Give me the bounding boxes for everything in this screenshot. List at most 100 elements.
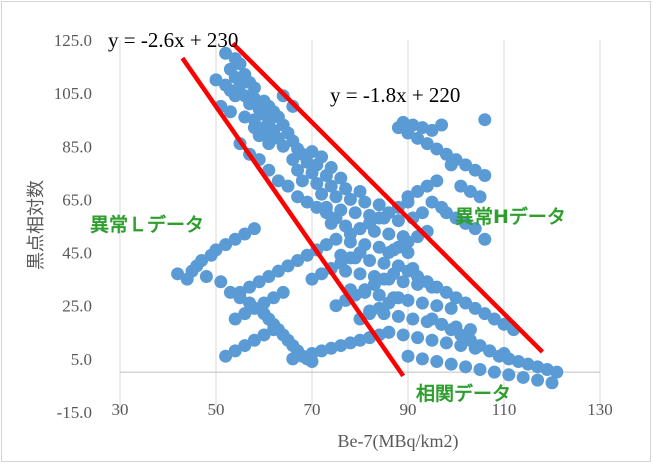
data-point <box>468 301 482 315</box>
y-tick-label: 65.0 <box>62 190 92 209</box>
data-point <box>550 365 564 379</box>
data-point <box>382 296 396 310</box>
data-point <box>228 89 242 103</box>
data-point <box>233 78 247 92</box>
data-point <box>243 97 257 111</box>
data-point <box>238 110 252 124</box>
data-point <box>401 195 415 209</box>
equation-label-2: y = -1.8x + 220 <box>330 83 460 107</box>
x-tick-label: 110 <box>492 400 517 419</box>
data-point <box>233 57 247 71</box>
data-point <box>372 240 386 254</box>
data-point <box>353 246 367 260</box>
data-point <box>247 121 261 135</box>
y-tick-label: 125.0 <box>54 31 92 50</box>
data-point <box>267 323 281 337</box>
data-point <box>435 317 449 331</box>
data-point <box>363 254 377 268</box>
data-point <box>459 296 473 310</box>
data-point <box>209 243 223 257</box>
data-point <box>223 105 237 119</box>
data-point <box>238 339 252 353</box>
annotation-correlation: 相関データ <box>416 382 511 405</box>
data-point <box>353 222 367 236</box>
y-tick-label: 25.0 <box>62 297 92 316</box>
data-point <box>247 301 261 315</box>
data-point <box>329 232 343 246</box>
data-point <box>305 166 319 180</box>
data-point <box>228 232 242 246</box>
data-point <box>478 169 492 183</box>
data-point <box>415 296 429 310</box>
data-point <box>348 206 362 220</box>
data-point <box>252 275 266 289</box>
data-point <box>291 163 305 177</box>
data-point <box>430 142 444 156</box>
data-point <box>449 291 463 305</box>
data-point <box>444 357 458 371</box>
data-point <box>228 344 242 358</box>
data-point <box>420 137 434 151</box>
data-point <box>343 192 357 206</box>
data-point <box>391 309 405 323</box>
data-point <box>420 179 434 193</box>
y-tick-label: 85.0 <box>62 137 92 156</box>
data-point <box>372 211 386 225</box>
data-point <box>219 78 233 92</box>
data-point <box>315 267 329 281</box>
data-point <box>406 312 420 326</box>
y-tick-label: 5.0 <box>71 350 92 369</box>
data-point <box>391 291 405 305</box>
data-point <box>377 272 391 286</box>
data-point <box>367 277 381 291</box>
data-point <box>411 269 425 283</box>
data-point <box>425 333 439 347</box>
data-point <box>219 349 233 363</box>
data-point <box>382 325 396 339</box>
data-point <box>391 214 405 228</box>
data-point <box>247 333 261 347</box>
data-point <box>387 267 401 281</box>
data-point <box>468 222 482 236</box>
x-tick-labels: 30 50 70 90 110 130 <box>112 400 613 419</box>
data-point <box>209 73 223 87</box>
data-point <box>305 272 319 286</box>
data-point <box>257 328 271 342</box>
data-point <box>300 195 314 209</box>
data-point <box>372 288 386 302</box>
data-point <box>329 299 343 313</box>
data-point <box>363 216 377 230</box>
data-point <box>401 235 415 249</box>
data-point <box>372 301 386 315</box>
data-point <box>382 206 396 220</box>
data-point <box>372 198 386 212</box>
data-point <box>516 370 530 384</box>
data-point <box>411 131 425 145</box>
data-point <box>454 328 468 342</box>
x-tick-label: 30 <box>112 400 129 419</box>
trend-line-2 <box>231 41 544 354</box>
data-point <box>343 251 357 265</box>
data-point <box>391 240 405 254</box>
data-point <box>435 118 449 132</box>
data-point <box>430 174 444 188</box>
data-point <box>319 206 333 220</box>
data-point <box>425 195 439 209</box>
data-point <box>358 195 372 209</box>
data-point <box>286 99 300 113</box>
data-point <box>430 299 444 313</box>
data-point <box>487 365 501 379</box>
data-point <box>219 46 233 60</box>
data-point <box>463 323 477 337</box>
data-point <box>444 158 458 172</box>
data-point <box>291 254 305 268</box>
equation-label-1: y = -2.6x + 230 <box>108 28 238 52</box>
x-axis-title: Be-7(MBq/km2) <box>338 431 459 452</box>
data-point <box>358 283 372 297</box>
data-points <box>171 46 564 390</box>
data-point <box>411 331 425 345</box>
data-point <box>502 368 516 382</box>
data-point <box>257 296 271 310</box>
data-point <box>315 187 329 201</box>
data-point <box>276 139 290 153</box>
